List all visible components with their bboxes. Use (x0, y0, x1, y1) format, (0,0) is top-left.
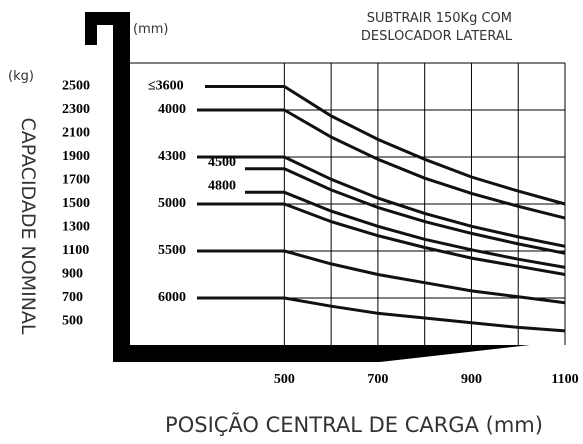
series-label: 4500 (208, 155, 236, 170)
load-curve (283, 202, 566, 276)
y-unit: (kg) (8, 69, 34, 84)
y-tick-label: 900 (62, 267, 83, 282)
y-tick-label: 1100 (62, 243, 89, 258)
title-line: DESLOCADOR LATERAL (361, 29, 513, 44)
series-label: 6000 (158, 290, 186, 305)
y-tick-label: 2300 (62, 102, 90, 117)
load-curve (283, 155, 566, 248)
x-tick-label: 900 (461, 372, 482, 387)
series-label: 5500 (158, 243, 186, 258)
x-tick-label: 500 (274, 372, 295, 387)
x-tick-label: 700 (367, 372, 388, 387)
y-tick-label: 700 (62, 290, 83, 305)
y-tick-label: 1500 (62, 196, 90, 211)
y-tick-label: 1900 (62, 149, 90, 164)
axis-frame (85, 12, 530, 362)
load-curve (284, 249, 566, 305)
y-tick-label: 1700 (62, 173, 90, 188)
load-curve (284, 296, 566, 333)
series-label: 4000 (158, 102, 186, 117)
x-tick-label: 1100 (551, 372, 578, 387)
x-unit: (mm) (133, 22, 168, 37)
title-line: SUBTRAIR 150Kg COM (367, 11, 512, 26)
y-tick-label: 500 (62, 314, 83, 329)
series-label: 4300 (158, 149, 186, 164)
series-label: 5000 (158, 196, 186, 211)
series-label: ≤3600 (148, 79, 184, 94)
load-curve (283, 167, 566, 255)
y-tick-label: 1300 (62, 220, 90, 235)
y-tick-label: 2500 (62, 79, 90, 94)
load-curve (283, 108, 566, 220)
y-axis-label: CAPACIDADE NOMINAL (17, 118, 39, 335)
load-curve (283, 190, 566, 269)
load-curve (283, 85, 566, 206)
y-tick-label: 2100 (62, 126, 90, 141)
x-axis-label: POSIÇÃO CENTRAL DE CARGA (mm) (165, 411, 543, 437)
series-label: 4800 (208, 178, 236, 193)
